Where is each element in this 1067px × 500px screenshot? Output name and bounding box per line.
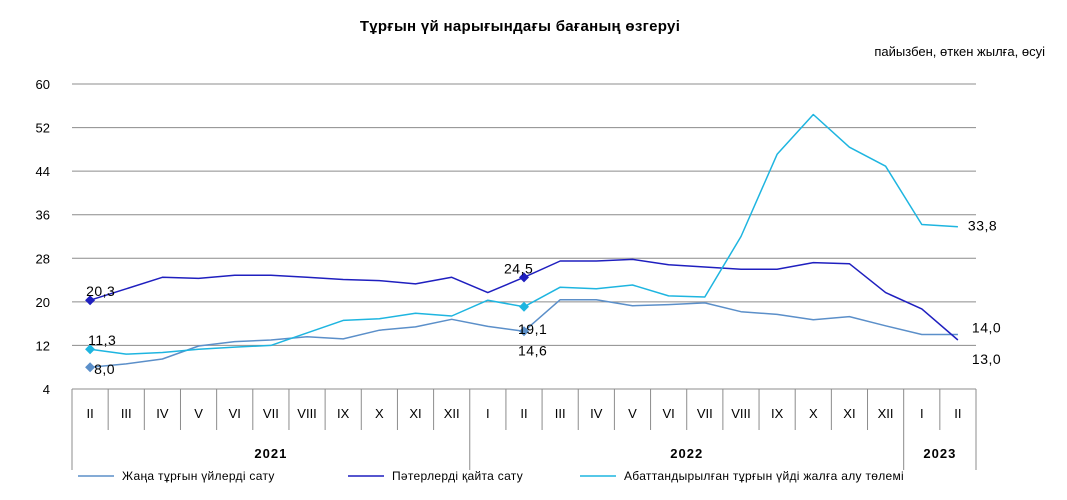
x-tick-label: I — [486, 406, 490, 421]
chart-title: Тұрғын үй нарығындағы бағаның өзгеруі — [359, 18, 681, 35]
x-tick-label: IX — [771, 406, 784, 421]
data-label: 24,5 — [504, 260, 533, 276]
data-label: 8,0 — [94, 361, 115, 377]
data-label: 11,3 — [88, 332, 116, 348]
data-label: 33,8 — [968, 218, 997, 234]
x-tick-label: V — [628, 406, 637, 421]
x-tick-label: VIII — [731, 406, 751, 421]
y-tick-label: 36 — [36, 208, 50, 223]
year-label: 2022 — [670, 446, 703, 461]
data-marker — [85, 295, 96, 306]
x-tick-label: XII — [878, 406, 894, 421]
chart-subtitle: пайызбен, өткен жылға, өсуі — [874, 44, 1045, 59]
legend-label: Жаңа тұрғын үйлерді сату — [122, 469, 275, 483]
data-label: 14,6 — [518, 342, 547, 358]
data-marker — [519, 326, 529, 337]
x-tick-label: VII — [697, 406, 713, 421]
legend-label: Пәтерлерді қайта сату — [392, 469, 523, 483]
data-label: 19,1 — [518, 321, 547, 337]
x-tick-label: II — [86, 406, 93, 421]
legend-label: Абаттандырылған тұрғын үйді жалға алу тө… — [624, 469, 904, 483]
y-tick-label: 52 — [36, 121, 50, 136]
x-tick-label: XI — [843, 406, 855, 421]
x-tick-label: IX — [337, 406, 350, 421]
data-marker — [85, 362, 96, 373]
data-marker — [519, 272, 529, 283]
x-tick-label: II — [520, 406, 527, 421]
x-tick-label: III — [121, 406, 132, 421]
y-tick-label: 28 — [36, 251, 50, 266]
data-label: 14,0 — [972, 320, 1001, 336]
x-tick-label: VIII — [297, 406, 317, 421]
year-label: 2023 — [923, 446, 956, 461]
x-tick-label: III — [555, 406, 566, 421]
y-tick-label: 60 — [36, 77, 50, 92]
y-tick-label: 44 — [36, 164, 50, 179]
x-tick-label: I — [920, 406, 924, 421]
data-marker — [519, 301, 529, 312]
x-tick-label: IV — [156, 406, 169, 421]
y-tick-label: 20 — [36, 295, 50, 310]
x-tick-label: X — [809, 406, 818, 421]
x-tick-label: VII — [263, 406, 279, 421]
x-tick-label: II — [954, 406, 961, 421]
y-tick-label: 12 — [36, 338, 50, 353]
x-tick-label: IV — [590, 406, 603, 421]
x-tick-label: XII — [444, 406, 460, 421]
data-label: 20,3 — [86, 283, 115, 299]
data-marker — [85, 344, 96, 355]
x-tick-label: VI — [229, 406, 241, 421]
year-label: 2021 — [254, 446, 287, 461]
data-label: 13,0 — [972, 351, 1001, 367]
x-tick-label: V — [194, 406, 203, 421]
x-tick-label: XI — [409, 406, 421, 421]
x-tick-label: VI — [662, 406, 674, 421]
x-tick-label: X — [375, 406, 384, 421]
y-tick-label: 4 — [43, 382, 50, 397]
